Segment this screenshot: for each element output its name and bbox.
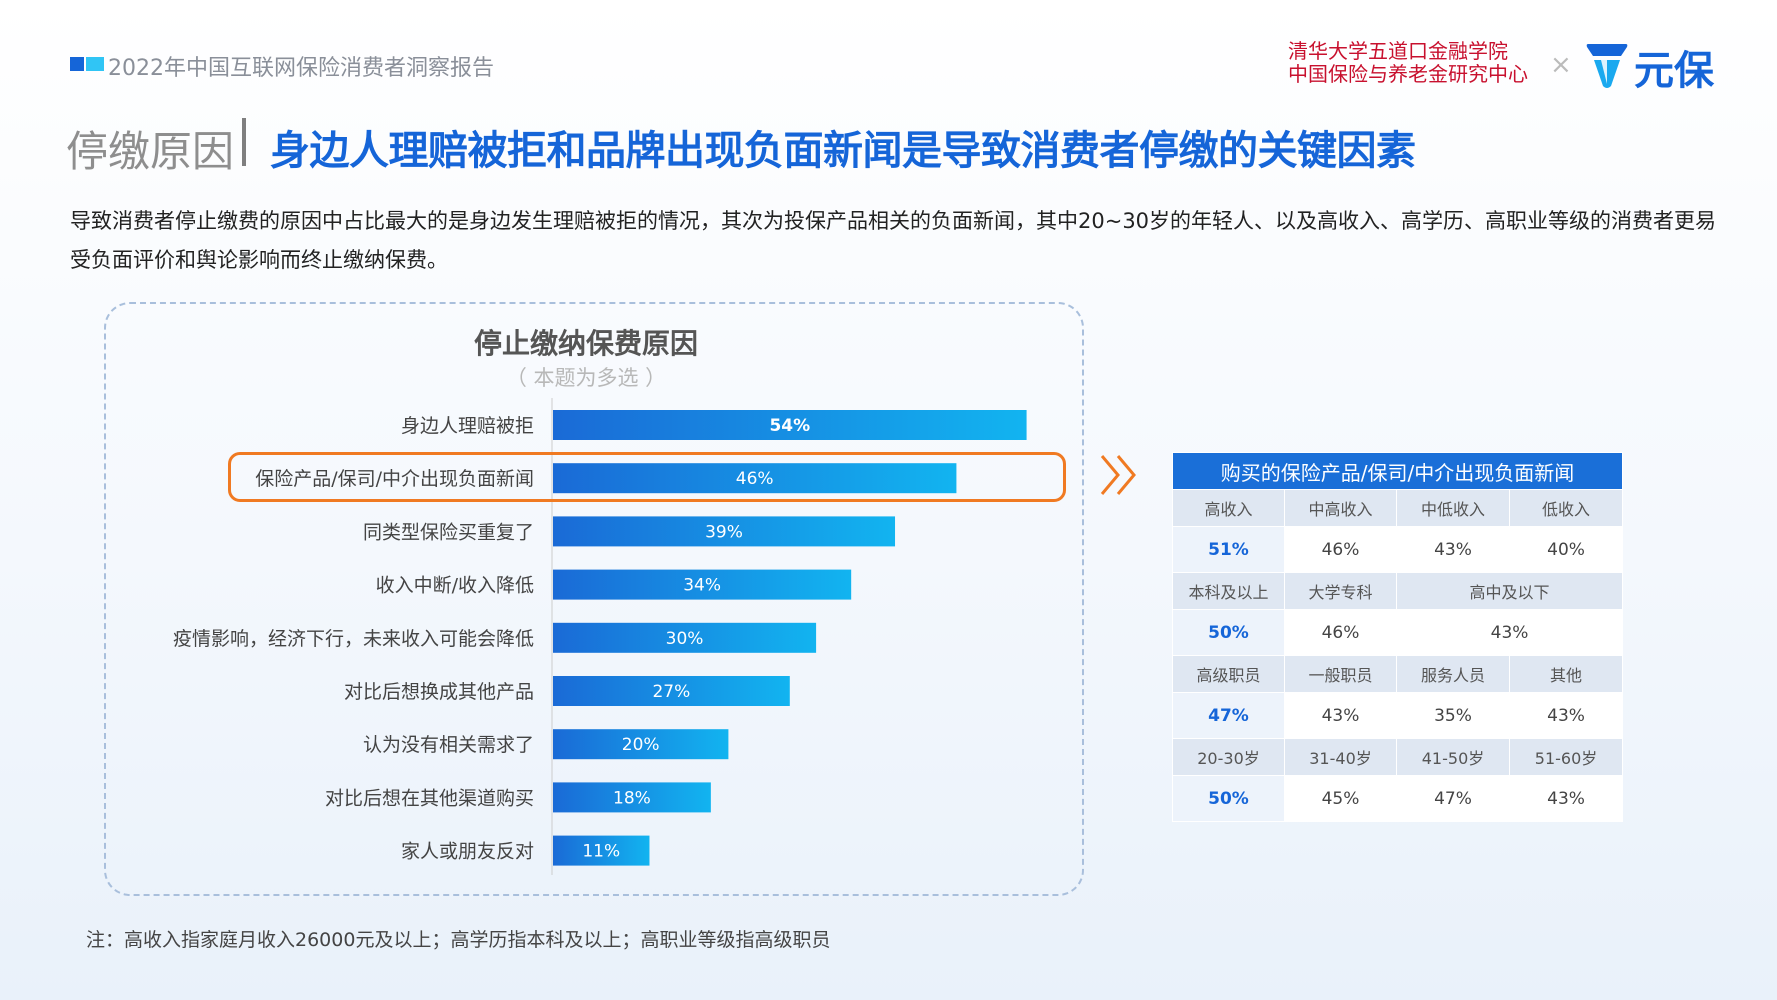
table-cell: 45%	[1284, 775, 1397, 822]
income-label-row: 高收入 中高收入 中低收入 低收入	[1172, 489, 1624, 527]
chart-frame	[104, 302, 1084, 896]
table-cell: 47%	[1396, 775, 1510, 822]
bar	[553, 463, 957, 494]
bar-chart: 身边人理赔被拒 54% 保险产品/保司/中介出现负面新闻 46% 同类型保险买重复了 39…	[173, 398, 1027, 875]
bar-value-label: 11%	[582, 842, 620, 862]
page-section-label: 停缴原因	[66, 127, 235, 176]
bar-value-label: 27%	[652, 682, 690, 702]
age-label-row: 20-30岁 31-40岁 41-50岁 51-60岁	[1172, 738, 1624, 776]
table-cell: 中低收入	[1396, 489, 1510, 527]
table-cell: 一般职员	[1284, 655, 1397, 693]
category-label: 对比后想换成其他产品	[344, 681, 534, 703]
yuanbao-logo-icon	[1586, 44, 1628, 88]
table-cell: 高中及以下	[1395, 572, 1624, 610]
highlight-frame	[228, 452, 1066, 502]
table-cell: 43%	[1284, 692, 1397, 739]
bar-value-label: 39%	[705, 522, 743, 542]
table-cell: 本科及以上	[1172, 572, 1285, 610]
category-label: 对比后想在其他渠道购买	[325, 787, 534, 809]
report-title: 2022年中国互联网保险消费者洞察报告	[108, 56, 494, 81]
breakdown-table-title: 购买的保险产品/保司/中介出现负面新闻	[1171, 452, 1624, 490]
bar-value-label: 18%	[613, 788, 651, 808]
bar	[553, 782, 711, 813]
table-cell: 大学专科	[1284, 572, 1397, 610]
table-cell: 43%	[1396, 526, 1510, 573]
bar	[553, 622, 817, 653]
category-label: 认为没有相关需求了	[363, 734, 534, 756]
table-cell: 43%	[1508, 775, 1624, 822]
bar	[553, 410, 1027, 440]
bar-value-label: 46%	[736, 469, 774, 489]
table-cell: 46%	[1284, 526, 1397, 573]
double-chevron-right-icon	[1100, 455, 1136, 495]
bar	[553, 835, 650, 866]
table-cell-highlight: 47%	[1172, 692, 1285, 739]
bar	[553, 676, 790, 706]
partner-line-1: 清华大学五道口金融学院	[1288, 39, 1508, 63]
table-cell: 35%	[1396, 692, 1510, 739]
table-cell: 其他	[1508, 655, 1624, 693]
chart-subtitle: （ 本题为多选 ）	[505, 366, 667, 390]
breakdown-table: 购买的保险产品/保司/中介出现负面新闻 高收入 中高收入 中低收入 低收入 51…	[1171, 452, 1624, 822]
bar-value-label: 34%	[683, 576, 721, 596]
table-cell: 43%	[1395, 609, 1624, 656]
table-cell: 43%	[1508, 692, 1624, 739]
brand-name: 元保	[1634, 48, 1714, 94]
chart-title: 停止缴纳保费原因	[473, 327, 698, 360]
description-paragraph: 导致消费者停止缴费的原因中占比最大的是身边发生理赔被拒的情况，其次为投保产品相关…	[70, 209, 1717, 272]
occupation-value-row: 47% 43% 35% 43%	[1172, 692, 1624, 739]
education-label-row: 本科及以上 大学专科 高中及以下	[1172, 572, 1624, 610]
table-cell: 低收入	[1508, 489, 1624, 527]
table-cell: 41-50岁	[1396, 738, 1510, 776]
education-value-row: 50% 46% 43%	[1172, 609, 1624, 656]
table-cell: 46%	[1284, 609, 1397, 656]
table-cell-highlight: 50%	[1172, 609, 1285, 656]
header-accent-mark	[70, 57, 104, 71]
table-cell: 中高收入	[1284, 489, 1397, 527]
partner-institution: 清华大学五道口金融学院 中国保险与养老金研究中心	[1288, 40, 1528, 86]
partner-line-2: 中国保险与养老金研究中心	[1288, 62, 1528, 86]
table-cell: 20-30岁	[1172, 738, 1285, 776]
category-label: 同类型保险买重复了	[363, 521, 534, 543]
income-value-row: 51% 46% 43% 40%	[1172, 526, 1624, 573]
table-cell: 高收入	[1172, 489, 1285, 527]
page-title: 身边人理赔被拒和品牌出现负面新闻是导致消费者停缴的关键因素	[270, 128, 1416, 174]
bar	[553, 729, 729, 760]
category-label: 保险产品/保司/中介出现负面新闻	[255, 468, 534, 490]
bar	[553, 569, 852, 600]
bar-value-label: 30%	[666, 629, 704, 649]
category-label: 身边人理赔被拒	[401, 415, 534, 437]
table-cell: 51-60岁	[1508, 738, 1624, 776]
bar-value-label: 54%	[769, 416, 810, 436]
table-cell: 40%	[1508, 526, 1624, 573]
occupation-label-row: 高级职员 一般职员 服务人员 其他	[1172, 655, 1624, 693]
table-cell: 服务人员	[1396, 655, 1510, 693]
category-label: 疫情影响，经济下行，未来收入可能会降低	[173, 628, 534, 650]
title-divider	[242, 118, 246, 166]
bar-value-label: 20%	[622, 735, 660, 755]
brand-separator: ×	[1550, 50, 1572, 80]
footnote: 注：高收入指家庭月收入26000元及以上；高学历指本科及以上；高职业等级指高级职…	[86, 929, 831, 951]
table-cell-highlight: 51%	[1172, 526, 1285, 573]
category-label: 家人或朋友反对	[401, 841, 534, 863]
table-cell-highlight: 50%	[1172, 775, 1285, 822]
bar	[553, 516, 896, 547]
age-value-row: 50% 45% 47% 43%	[1172, 775, 1624, 822]
table-cell: 高级职员	[1172, 655, 1285, 693]
table-cell: 31-40岁	[1284, 738, 1397, 776]
category-label: 收入中断/收入降低	[376, 575, 534, 597]
